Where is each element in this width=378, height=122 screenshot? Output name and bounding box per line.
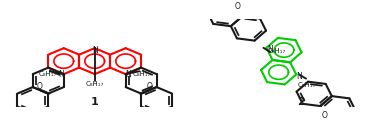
Text: C₈H₁₇: C₈H₁₇ bbox=[132, 71, 151, 77]
Text: O: O bbox=[147, 82, 153, 91]
Text: 1: 1 bbox=[91, 97, 99, 107]
Text: N: N bbox=[268, 45, 273, 54]
Text: O: O bbox=[235, 2, 240, 11]
Text: 2: 2 bbox=[297, 97, 305, 107]
Text: O: O bbox=[37, 82, 42, 91]
Text: N: N bbox=[126, 70, 132, 79]
Text: C₈H₁₇: C₈H₁₇ bbox=[39, 71, 57, 77]
Text: N: N bbox=[58, 70, 64, 79]
Text: N: N bbox=[92, 46, 98, 55]
Text: C₈H₁₇: C₈H₁₇ bbox=[298, 81, 316, 88]
Text: C₈H₁₇: C₈H₁₇ bbox=[268, 48, 286, 54]
Text: O: O bbox=[322, 111, 328, 120]
Text: C₈H₁₇: C₈H₁₇ bbox=[85, 81, 104, 87]
Text: N: N bbox=[296, 72, 302, 81]
